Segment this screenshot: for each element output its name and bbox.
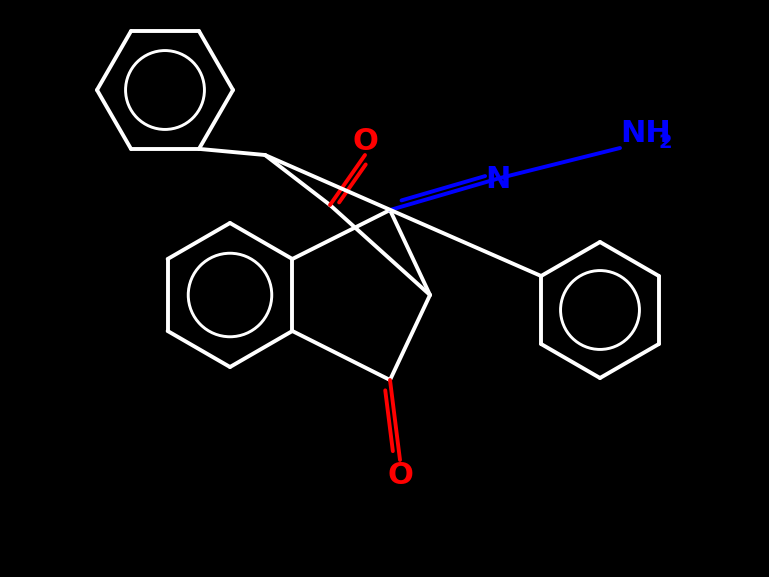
Text: NH: NH — [620, 119, 671, 148]
Text: 2: 2 — [658, 133, 671, 152]
Text: O: O — [387, 462, 413, 490]
Text: N: N — [485, 166, 511, 194]
Text: O: O — [352, 126, 378, 155]
